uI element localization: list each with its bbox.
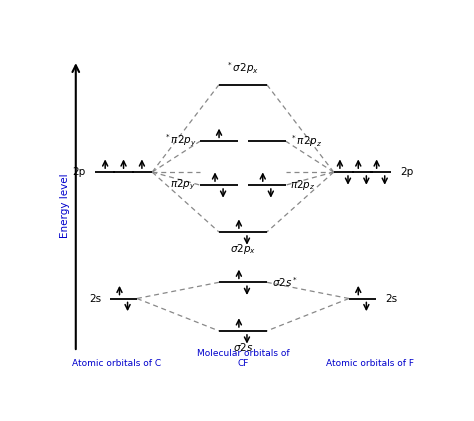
Text: Energy level: Energy level bbox=[60, 174, 70, 238]
Text: Atomic orbitals of F: Atomic orbitals of F bbox=[326, 359, 414, 368]
Text: $\pi 2p_z$: $\pi 2p_z$ bbox=[290, 178, 315, 192]
Text: 2s: 2s bbox=[89, 293, 101, 304]
Text: 2p: 2p bbox=[73, 167, 86, 177]
Text: Molecular orbitals of
CF: Molecular orbitals of CF bbox=[197, 349, 289, 368]
Text: $^*\sigma 2p_x$: $^*\sigma 2p_x$ bbox=[227, 61, 259, 77]
Text: $\sigma 2s$: $\sigma 2s$ bbox=[233, 341, 253, 353]
Text: 2p: 2p bbox=[400, 167, 413, 177]
Text: $^*\pi 2p_z$: $^*\pi 2p_z$ bbox=[290, 133, 322, 149]
Text: $\sigma 2p_x$: $\sigma 2p_x$ bbox=[230, 242, 256, 256]
Text: Atomic orbitals of C: Atomic orbitals of C bbox=[72, 359, 161, 368]
Text: $^*\pi 2p_y$: $^*\pi 2p_y$ bbox=[164, 133, 196, 149]
Text: $\sigma 2s^*$: $\sigma 2s^*$ bbox=[272, 275, 298, 289]
Text: $\pi 2p_y$: $\pi 2p_y$ bbox=[171, 178, 196, 192]
Text: 2s: 2s bbox=[385, 293, 397, 304]
